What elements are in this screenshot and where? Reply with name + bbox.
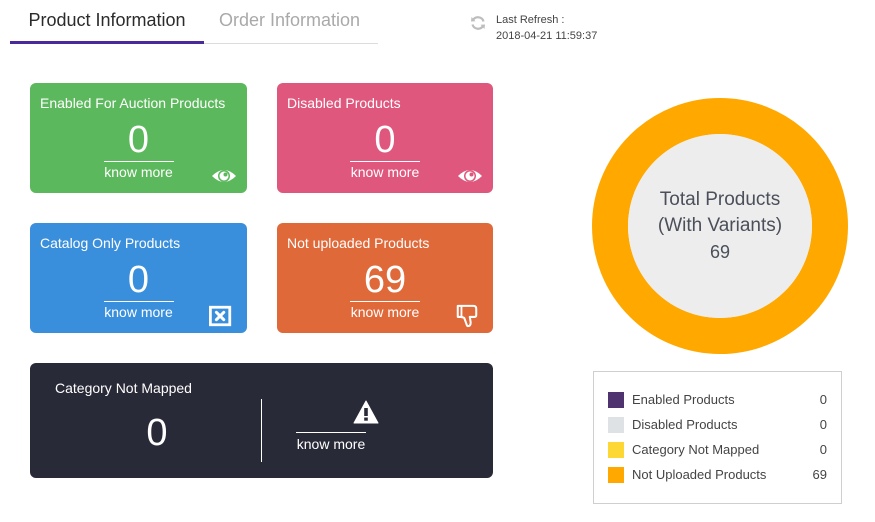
donut-total: 69	[709, 242, 731, 262]
card-value: 0	[127, 259, 150, 301]
legend-swatch	[608, 416, 624, 433]
card-not-uploaded[interactable]: Not uploaded Products 69 know more	[277, 223, 493, 333]
legend-label: Category Not Mapped	[632, 442, 760, 457]
total-products-donut-chart	[592, 98, 848, 354]
eye-icon[interactable]	[457, 165, 483, 187]
card-catalog-only[interactable]: Catalog Only Products 0 know more	[30, 223, 247, 333]
card-title: Not uploaded Products	[287, 235, 430, 251]
tab-product-information[interactable]: Product Information	[10, 0, 204, 44]
legend-swatch	[608, 441, 624, 458]
legend-label: Not Uploaded Products	[632, 467, 767, 482]
last-refresh-timestamp: 2018-04-21 11:59:37	[496, 30, 598, 42]
legend-item-category-not-mapped[interactable]: Category Not Mapped 0	[608, 437, 827, 462]
tab-bar: Product Information Order Information	[10, 0, 378, 44]
legend-label: Disabled Products	[632, 417, 738, 432]
card-title: Disabled Products	[287, 95, 401, 111]
legend-label: Enabled Products	[632, 392, 735, 407]
know-more-link[interactable]: know more	[350, 301, 420, 320]
legend-value: 0	[819, 442, 827, 457]
legend-swatch	[608, 466, 624, 483]
warning-icon	[353, 400, 379, 424]
know-more-link[interactable]: know more	[350, 161, 420, 180]
donut-hole	[628, 134, 812, 318]
last-refresh: Last Refresh : 2018-04-21 11:59:37	[470, 12, 597, 44]
tab-order-information[interactable]: Order Information	[219, 10, 361, 30]
card-value: 0	[127, 119, 150, 161]
last-refresh-label: Last Refresh :	[496, 14, 565, 26]
legend-item-disabled[interactable]: Disabled Products 0	[608, 412, 827, 437]
card-value: 0	[374, 119, 396, 161]
donut-center-label: Total Products (With Variants) 69	[592, 98, 848, 354]
legend-value: 69	[812, 467, 827, 482]
card-value: 0	[146, 412, 168, 454]
legend-value: 0	[819, 392, 827, 407]
card-title: Enabled For Auction Products	[40, 95, 226, 111]
donut-title-line2: (With Variants)	[657, 215, 783, 236]
chart-legend: Enabled Products 0 Disabled Products 0 C…	[593, 371, 842, 504]
close-box-icon[interactable]	[209, 305, 233, 327]
know-more-link[interactable]: know more	[103, 301, 174, 320]
card-divider	[261, 399, 262, 462]
card-enabled-for-auction[interactable]: Enabled For Auction Products 0 know more	[30, 83, 247, 193]
card-value: 69	[363, 259, 407, 301]
legend-item-not-uploaded[interactable]: Not Uploaded Products 69	[608, 462, 827, 487]
eye-icon[interactable]	[211, 165, 237, 187]
know-more-link[interactable]: know more	[103, 161, 174, 180]
donut-title-line1: Total Products	[659, 189, 781, 210]
legend-item-enabled[interactable]: Enabled Products 0	[608, 387, 827, 412]
know-more-link[interactable]: know more	[296, 432, 366, 452]
refresh-icon[interactable]	[470, 15, 486, 31]
card-title: Category Not Mapped	[55, 380, 192, 396]
card-category-not-mapped[interactable]: Category Not Mapped 0 know more	[30, 363, 493, 478]
card-title: Catalog Only Products	[40, 235, 181, 251]
legend-swatch	[608, 391, 624, 408]
donut-segment-not-uploaded[interactable]	[592, 98, 848, 354]
card-disabled-products[interactable]: Disabled Products 0 know more	[277, 83, 493, 193]
legend-value: 0	[819, 417, 827, 432]
thumbs-down-icon[interactable]	[455, 303, 479, 329]
